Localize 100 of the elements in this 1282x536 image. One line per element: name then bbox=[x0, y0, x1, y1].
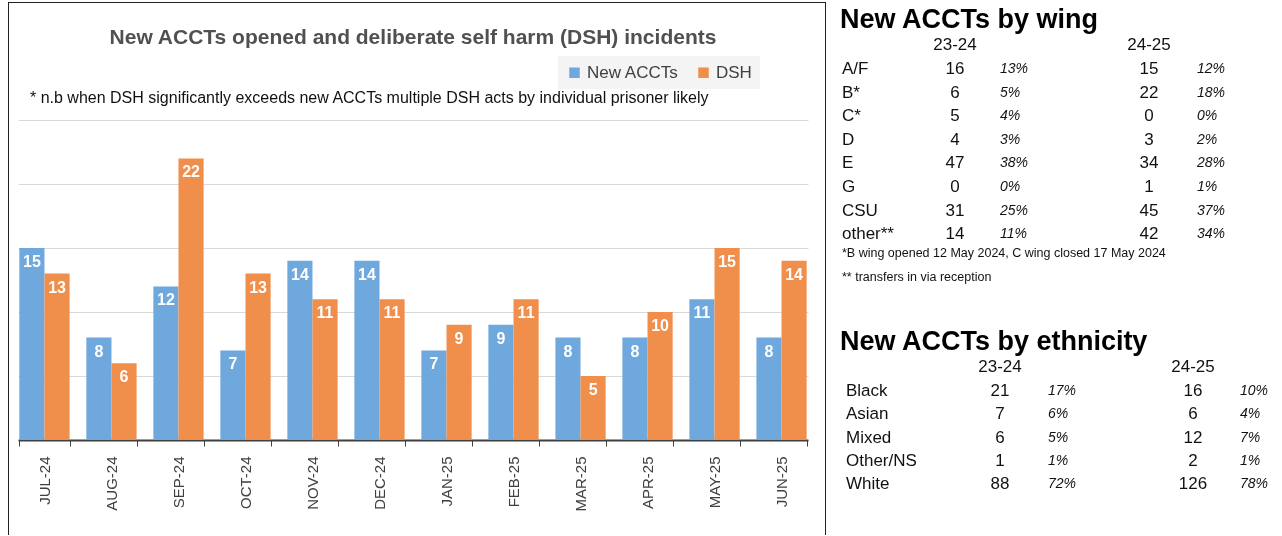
bar bbox=[220, 350, 246, 440]
data-label: 13 bbox=[249, 278, 268, 296]
data-label: 25% bbox=[999, 201, 1029, 218]
bar bbox=[647, 312, 673, 440]
data-label: 31 bbox=[945, 200, 965, 220]
bar bbox=[421, 350, 447, 440]
data-label: 14 bbox=[945, 224, 965, 244]
x-tick-label: JUL-24 bbox=[35, 456, 53, 505]
bar bbox=[756, 337, 782, 440]
data-label: 5% bbox=[1000, 83, 1021, 100]
data-label: 3% bbox=[1000, 130, 1021, 147]
data-label: 38% bbox=[1000, 154, 1029, 171]
category-label: G bbox=[842, 177, 856, 196]
bar bbox=[488, 324, 514, 440]
data-label: 11% bbox=[1000, 225, 1027, 242]
x-tick-label: DEC-24 bbox=[371, 456, 388, 510]
data-label: 2% bbox=[1196, 130, 1218, 147]
bar bbox=[689, 299, 715, 440]
bar bbox=[781, 260, 807, 440]
data-label: 16 bbox=[1183, 381, 1203, 400]
data-label: 15 bbox=[23, 253, 41, 270]
category-label: CSU bbox=[842, 200, 878, 220]
data-label: 7 bbox=[228, 355, 238, 373]
data-label: 7 bbox=[995, 404, 1005, 424]
bar bbox=[111, 363, 137, 440]
data-label: 6 bbox=[995, 427, 1005, 447]
data-label: 7% bbox=[1239, 428, 1261, 445]
data-label: 15 bbox=[718, 253, 737, 270]
data-label: 1% bbox=[1239, 451, 1261, 468]
chart-title: New ACCTs opened and deliberate self harm (DSH) incidents bbox=[109, 25, 717, 48]
data-label: 0 bbox=[1144, 106, 1154, 126]
data-label: 22 bbox=[182, 163, 201, 181]
category-label: A/F bbox=[842, 59, 869, 78]
data-label: 34% bbox=[1197, 225, 1226, 242]
data-label: 22 bbox=[1139, 82, 1159, 102]
data-label: 3 bbox=[1144, 129, 1154, 149]
category-label: E bbox=[842, 153, 854, 173]
data-label: 37% bbox=[1197, 201, 1226, 218]
bar bbox=[19, 248, 45, 440]
data-label: 13 bbox=[48, 278, 67, 296]
data-label: 1 bbox=[995, 450, 1005, 470]
data-label: 6 bbox=[1188, 404, 1198, 424]
data-label: 42 bbox=[1139, 224, 1159, 244]
data-label: 10% bbox=[1239, 382, 1268, 398]
text: New ACCTs by ethnicity bbox=[840, 326, 1148, 356]
data-label: 4% bbox=[1000, 107, 1021, 124]
text: New ACCTs by wing bbox=[840, 4, 1099, 34]
data-label: 0% bbox=[1000, 178, 1021, 194]
data-label: 6 bbox=[119, 368, 129, 386]
data-label: 12% bbox=[1197, 60, 1226, 76]
data-label: 9 bbox=[496, 329, 506, 347]
text: *B wing opened 12 May 2024, C wing closed 17 May 2024 bbox=[842, 246, 1166, 261]
bar bbox=[245, 273, 271, 440]
x-tick-label: AUG-24 bbox=[102, 456, 120, 511]
data-label: 21 bbox=[990, 381, 1010, 400]
bar bbox=[287, 260, 313, 440]
x-tick-label: MAY-25 bbox=[706, 456, 724, 509]
data-label: 47 bbox=[945, 153, 965, 173]
text: * n.b when DSH significantly exceeds new ACCTs multiple DSH acts by individual prisoner likely bbox=[30, 89, 709, 106]
data-label: 6 bbox=[950, 82, 960, 102]
data-label: 2 bbox=[1188, 450, 1198, 470]
data-label: 13% bbox=[1000, 60, 1029, 76]
bar bbox=[178, 158, 204, 440]
x-tick-label: NOV-24 bbox=[303, 456, 321, 510]
data-label: 10 bbox=[651, 317, 670, 334]
data-label: 11 bbox=[693, 304, 711, 322]
data-label: 28% bbox=[1196, 154, 1226, 171]
data-label: 78% bbox=[1239, 475, 1268, 492]
data-label: 14 bbox=[291, 265, 309, 283]
x-tick-label: JUN-25 bbox=[773, 456, 791, 508]
data-label: 12 bbox=[157, 291, 175, 309]
data-label: 16 bbox=[945, 59, 965, 78]
data-label: 45 bbox=[1139, 200, 1159, 220]
legend-label: New ACCTs bbox=[587, 62, 678, 82]
x-tick-label: OCT-24 bbox=[236, 456, 254, 510]
data-label: 18% bbox=[1197, 83, 1226, 100]
data-label: 5 bbox=[950, 106, 960, 126]
data-label: 1 bbox=[1144, 177, 1154, 196]
bar bbox=[714, 248, 740, 440]
bar bbox=[580, 376, 606, 440]
data-label: 8 bbox=[764, 342, 774, 360]
bar bbox=[86, 337, 112, 440]
data-label: 5% bbox=[1048, 428, 1069, 445]
category-label: White bbox=[846, 474, 890, 494]
data-label: 15 bbox=[1139, 59, 1159, 78]
category-label: Mixed bbox=[846, 427, 892, 447]
data-label: 14 bbox=[358, 265, 376, 283]
bar bbox=[513, 299, 539, 440]
category-label: other** bbox=[842, 224, 895, 244]
data-label: 0 bbox=[950, 177, 960, 196]
x-tick-label: MAR-25 bbox=[572, 456, 590, 512]
data-label: 1% bbox=[1197, 178, 1218, 194]
data-label: 8 bbox=[563, 342, 573, 360]
data-label: 1% bbox=[1048, 451, 1069, 468]
category-label: B* bbox=[842, 82, 861, 102]
data-label: 14 bbox=[785, 265, 804, 283]
data-label: 6% bbox=[1048, 405, 1069, 422]
data-label: 4% bbox=[1239, 405, 1261, 422]
data-label: 0% bbox=[1197, 107, 1218, 124]
text: 24-25 bbox=[1127, 35, 1171, 54]
